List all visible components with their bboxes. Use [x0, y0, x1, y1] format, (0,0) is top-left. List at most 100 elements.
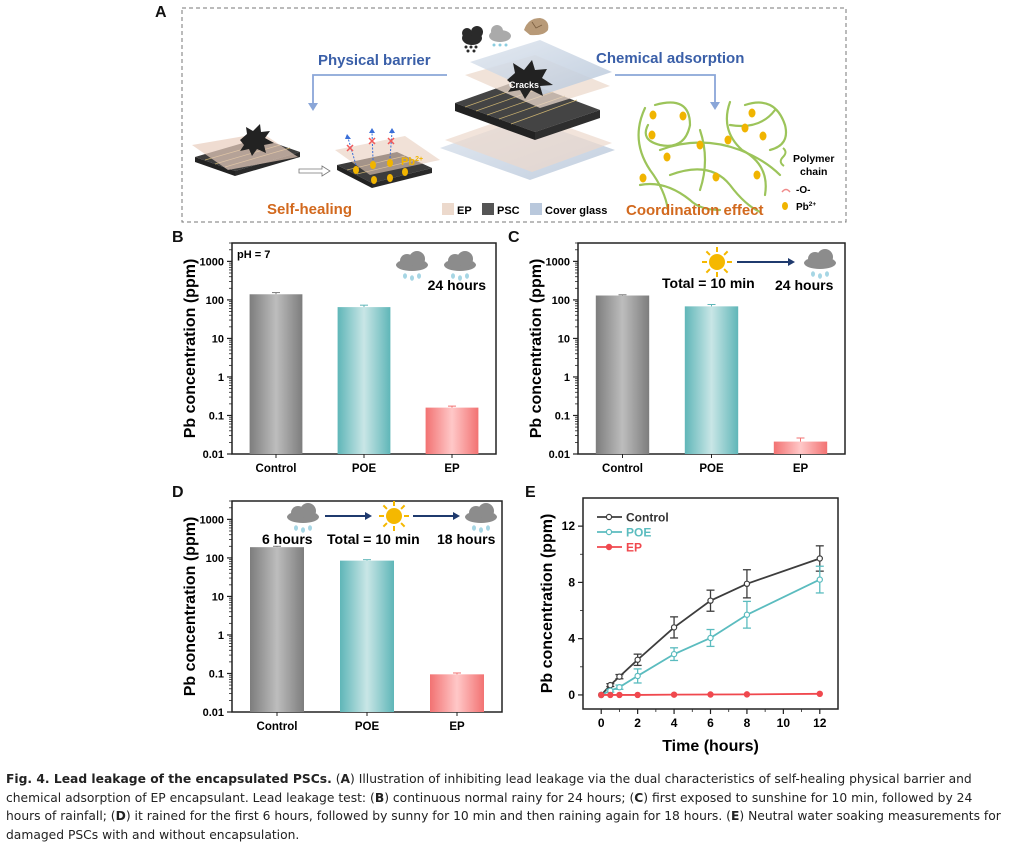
caption-text-d: it rained for the first 6 hours, followe… — [130, 809, 727, 823]
cloud-puff — [300, 503, 316, 519]
bar-control — [595, 295, 650, 454]
caption-label-d: D — [115, 809, 126, 823]
y-tick-label: 0.01 — [203, 707, 224, 719]
data-point-control — [670, 624, 678, 631]
y-tick-label: 1 — [218, 372, 224, 384]
series-line-control — [600, 557, 821, 696]
y-tick-label: 12 — [562, 519, 576, 533]
raindrop — [486, 525, 490, 531]
polymer-network — [637, 100, 788, 214]
rain-cloud-icon — [444, 251, 476, 281]
x-tick-label: Control — [257, 721, 298, 733]
data-point-ep — [670, 691, 678, 698]
bar-poe — [340, 560, 394, 712]
data-point-poe — [707, 634, 714, 642]
data-point-control — [607, 681, 614, 689]
chemical-adsorption-arrow — [615, 74, 716, 106]
legend-swatch-psc — [482, 203, 494, 215]
raindrop — [458, 275, 462, 281]
panel-letter-d: D — [172, 484, 184, 501]
physical-barrier-arrow — [312, 74, 447, 107]
y-tick-label: 1000 — [546, 256, 570, 268]
crack-burst-icon — [240, 124, 274, 156]
panel-letter-e: E — [525, 484, 536, 501]
physical-barrier-arrowhead — [308, 103, 318, 111]
raindrop — [403, 273, 407, 279]
exploded-stack: Cracks — [440, 40, 615, 180]
raindrop — [308, 525, 312, 531]
y-tick-label: 1000 — [200, 514, 224, 526]
self-healing-label: Self-healing — [267, 201, 352, 218]
y-tick-label: 0.1 — [555, 410, 570, 422]
caption-label-b: B — [374, 790, 385, 805]
x-tick-label: 2 — [634, 716, 641, 730]
data-point-poe — [743, 611, 751, 618]
y-axis-label: Pb concentration (ppm) — [539, 514, 556, 694]
data-point-control — [707, 597, 714, 604]
legend-swatch-ep — [442, 203, 454, 215]
rain-cloud-icon — [465, 503, 497, 533]
healed-psc-device: Pb2+ — [335, 128, 440, 188]
raindrop — [818, 273, 822, 279]
y-tick-label: 10 — [212, 591, 224, 603]
data-point-ep — [707, 691, 714, 698]
rain-cloud-icon — [489, 25, 511, 47]
legend-label-ep: EP — [626, 541, 642, 555]
rain-cloud-icon — [804, 249, 836, 279]
raindrop — [811, 271, 815, 277]
sun-ray — [723, 250, 729, 256]
figure-caption: Fig. 4. Lead leakage of the encapsulated… — [6, 772, 1001, 842]
data-point-poe — [816, 576, 823, 583]
chemical-adsorption-arrowhead — [710, 102, 720, 110]
sequence-arrow-head — [788, 258, 795, 266]
sun-icon — [379, 501, 409, 531]
caption-label-e: E — [730, 809, 740, 823]
dashed-frame — [181, 7, 847, 223]
ph-annotation: pH = 7 — [237, 249, 270, 261]
storm-cloud-icon — [462, 26, 483, 53]
legend-label-ep: EP — [457, 205, 472, 217]
data-point-control — [634, 656, 641, 663]
cloud-puff — [409, 251, 425, 267]
chemical-adsorption-label: Chemical adsorption — [596, 50, 744, 67]
physical-barrier-label: Physical barrier — [318, 52, 431, 69]
y-tick-label: 1 — [218, 630, 224, 642]
rock-icon — [524, 18, 549, 36]
x-tick-label: POE — [352, 463, 377, 475]
cracks-burst-icon — [507, 60, 553, 99]
sun-ray — [382, 522, 388, 528]
sun-icon — [702, 247, 732, 277]
data-point-poe — [634, 672, 641, 680]
x-tick-label: POE — [699, 463, 724, 475]
sequence-arrow-head — [365, 512, 372, 520]
legend-swatch-cover-glass — [530, 203, 542, 215]
y-tick-label: 100 — [206, 295, 224, 307]
sun-ray — [723, 268, 729, 274]
data-point-control — [616, 673, 623, 680]
caption-text-c: first exposed to sunshine for 10 min, fo… — [6, 790, 973, 824]
y-tick-label: 0.01 — [203, 449, 224, 461]
raindrop — [294, 525, 298, 531]
data-point-ep — [616, 691, 623, 699]
caption-text-e: Neutral water soaking measurements for d… — [6, 809, 1001, 842]
rain-cloud-icon — [396, 251, 428, 281]
legend-label-control: Control — [626, 511, 669, 525]
legend-label-cover-glass: Cover glass — [545, 205, 607, 217]
y-tick-label: 10 — [558, 333, 570, 345]
y-tick-label: 0.01 — [549, 449, 570, 461]
y-tick-label: 100 — [552, 295, 570, 307]
chain-label: chain — [800, 166, 827, 178]
condition-label: 18 hours — [437, 531, 496, 547]
x-tick-label: 8 — [744, 716, 751, 730]
sun-ray — [705, 268, 711, 274]
legend-label-psc: PSC — [497, 205, 520, 217]
bar-poe — [337, 307, 391, 454]
data-point-poe — [670, 650, 678, 658]
caption-text-a: Illustration of inhibiting lead leakage … — [6, 772, 972, 805]
sun-ray — [400, 504, 406, 510]
y-axis-label: Pb concentration (ppm) — [528, 259, 545, 439]
condition-label: 24 hours — [775, 277, 834, 293]
caption-label-c: C — [634, 790, 644, 805]
